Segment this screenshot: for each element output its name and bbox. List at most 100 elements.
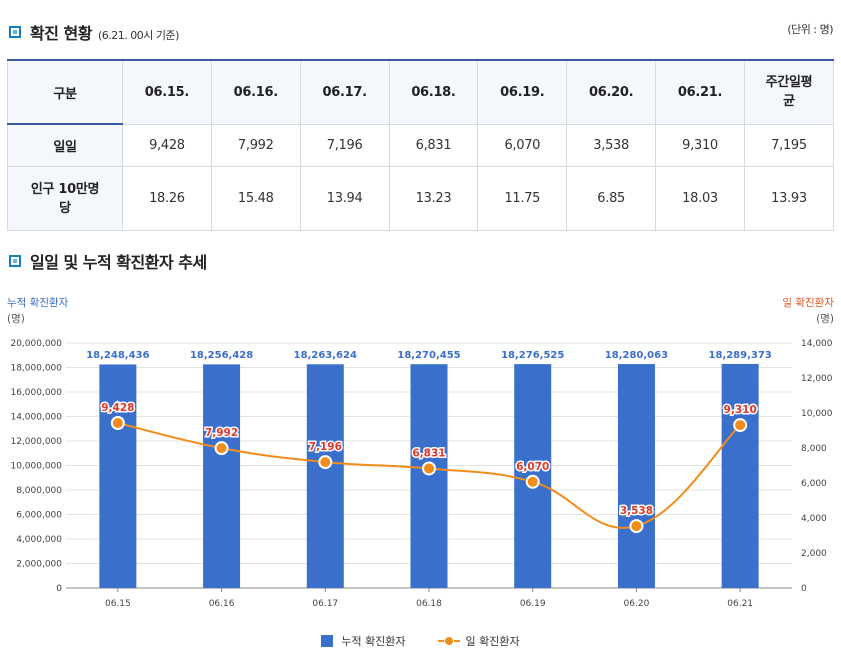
right-axis-title: 일 확진환자 <box>782 296 834 309</box>
line-value-label: 9,428 <box>101 402 134 414</box>
table-cell: 6,831 <box>388 123 479 167</box>
right-tick-label: 2,000 <box>801 549 827 559</box>
right-tick-label: 6,000 <box>801 479 827 489</box>
x-tick-label: 06.19 <box>520 599 546 609</box>
unit-label: (단위 : 명) <box>787 23 833 36</box>
table-header-row: 구분 06.15. 06.16. 06.17. 06.18. 06.19. 06… <box>7 59 834 125</box>
square-bullet-icon <box>9 26 21 38</box>
left-tick-label: 20,000,000 <box>10 339 62 349</box>
table-cell: 7,196 <box>299 123 390 167</box>
table-cell: 18.26 <box>122 166 212 231</box>
right-tick-label: 0 <box>801 584 807 594</box>
line-point <box>214 441 229 456</box>
line-value-label: 7,992 <box>205 427 238 439</box>
right-tick-label: 10,000 <box>801 409 833 419</box>
row-label: 인구 10만명당 <box>7 166 123 231</box>
left-tick-label: 12,000,000 <box>10 437 62 447</box>
status-subtitle: (6.21. 00시 기준) <box>97 29 179 42</box>
line-point <box>525 474 540 489</box>
right-axis-unit: (명) <box>816 313 834 325</box>
x-tick-label: 06.17 <box>312 599 338 609</box>
line-point <box>629 519 644 534</box>
left-axis-unit: (명) <box>7 313 25 325</box>
header-weekly-avg: 주간일평균 <box>765 75 813 110</box>
table-cell: 13.94 <box>299 166 390 231</box>
right-tick-label: 8,000 <box>801 444 827 454</box>
table-cell: 6,070 <box>477 123 568 167</box>
left-tick-label: 10,000,000 <box>10 462 62 472</box>
line-value-label: 6,070 <box>516 461 549 473</box>
x-tick-label: 06.16 <box>209 599 235 609</box>
bar <box>410 364 448 588</box>
row-label-text: 인구 10만명당 <box>30 181 100 216</box>
left-tick-label: 14,000,000 <box>10 413 62 423</box>
bar <box>721 363 759 588</box>
left-tick-label: 4,000,000 <box>16 535 62 545</box>
table-cell: 7,195 <box>744 123 834 167</box>
status-section-header: 확진 현황 (6.21. 00시 기준) <box>9 20 179 44</box>
left-axis-title: 누적 확진환자 <box>7 296 69 309</box>
legend-item-cumulative: 누적 확진환자 <box>321 633 406 649</box>
left-tick-label: 18,000,000 <box>10 364 62 374</box>
legend-label: 누적 확진환자 <box>341 635 406 648</box>
x-tick-label: 06.20 <box>624 599 650 609</box>
header-cell: 주간일평균 <box>744 59 834 125</box>
legend-item-daily: 일 확진환자 <box>437 633 520 649</box>
x-tick-label: 06.21 <box>727 599 753 609</box>
table-row: 일일 9,428 7,992 7,196 6,831 6,070 3,538 9… <box>7 123 834 167</box>
bar-value-label: 18,280,063 <box>605 350 668 361</box>
table-cell: 18.03 <box>655 166 745 231</box>
x-tick-label: 06.18 <box>416 599 442 609</box>
left-tick-label: 0 <box>56 584 62 594</box>
left-tick-label: 8,000,000 <box>16 486 62 496</box>
header-cell: 06.15. <box>122 59 212 125</box>
line-point <box>318 455 333 470</box>
bar-value-label: 18,270,455 <box>397 350 460 361</box>
table-cell: 13.23 <box>388 166 479 231</box>
right-tick-label: 12,000 <box>801 374 833 384</box>
left-tick-label: 2,000,000 <box>16 560 62 570</box>
left-tick-label: 6,000,000 <box>16 511 62 521</box>
header-cell: 구분 <box>7 59 123 125</box>
bar-value-label: 18,248,436 <box>86 350 149 361</box>
table-cell: 13.93 <box>744 166 834 231</box>
table-row: 인구 10만명당 18.26 15.48 13.94 13.23 11.75 6… <box>7 166 834 231</box>
bar <box>306 364 344 588</box>
header-cell: 06.20. <box>566 59 657 125</box>
table-cell: 9,310 <box>655 123 745 167</box>
trend-title: 일일 및 누적 확진환자 추세 <box>30 253 207 272</box>
header-cell: 06.21. <box>655 59 745 125</box>
line-point <box>110 416 125 431</box>
right-tick-label: 4,000 <box>801 514 827 524</box>
line-value-label: 3,538 <box>620 505 653 517</box>
header-cell: 06.19. <box>477 59 568 125</box>
table-cell: 7,992 <box>210 123 301 167</box>
bar <box>203 364 241 588</box>
line-value-label: 7,196 <box>309 441 342 453</box>
line-point <box>733 418 748 433</box>
square-bullet-icon <box>9 255 21 267</box>
left-tick-label: 16,000,000 <box>10 388 62 398</box>
line-value-label: 6,831 <box>412 447 445 459</box>
header-cell: 06.17. <box>299 59 390 125</box>
table-cell: 15.48 <box>210 166 301 231</box>
trend-section-header: 일일 및 누적 확진환자 추세 <box>9 249 207 273</box>
right-tick-label: 14,000 <box>801 339 833 349</box>
line-value-label: 9,310 <box>724 404 757 416</box>
table-cell: 9,428 <box>122 123 212 167</box>
header-cell: 06.16. <box>210 59 301 125</box>
header-cell: 06.18. <box>388 59 479 125</box>
bar-value-label: 18,256,428 <box>190 350 253 361</box>
chart-legend: 누적 확진환자 일 확진환자 <box>0 633 841 649</box>
status-title: 확진 현황 <box>30 24 92 43</box>
line-point <box>422 461 436 476</box>
bar <box>99 364 137 588</box>
status-table: 구분 06.15. 06.16. 06.17. 06.18. 06.19. 06… <box>7 59 834 231</box>
bar-value-label: 18,263,624 <box>294 350 357 361</box>
table-cell: 3,538 <box>566 123 657 167</box>
bar-swatch-icon <box>321 635 334 647</box>
legend-label: 일 확진환자 <box>465 635 520 648</box>
bar <box>617 364 655 588</box>
row-label: 일일 <box>7 123 123 167</box>
table-cell: 6.85 <box>566 166 657 231</box>
